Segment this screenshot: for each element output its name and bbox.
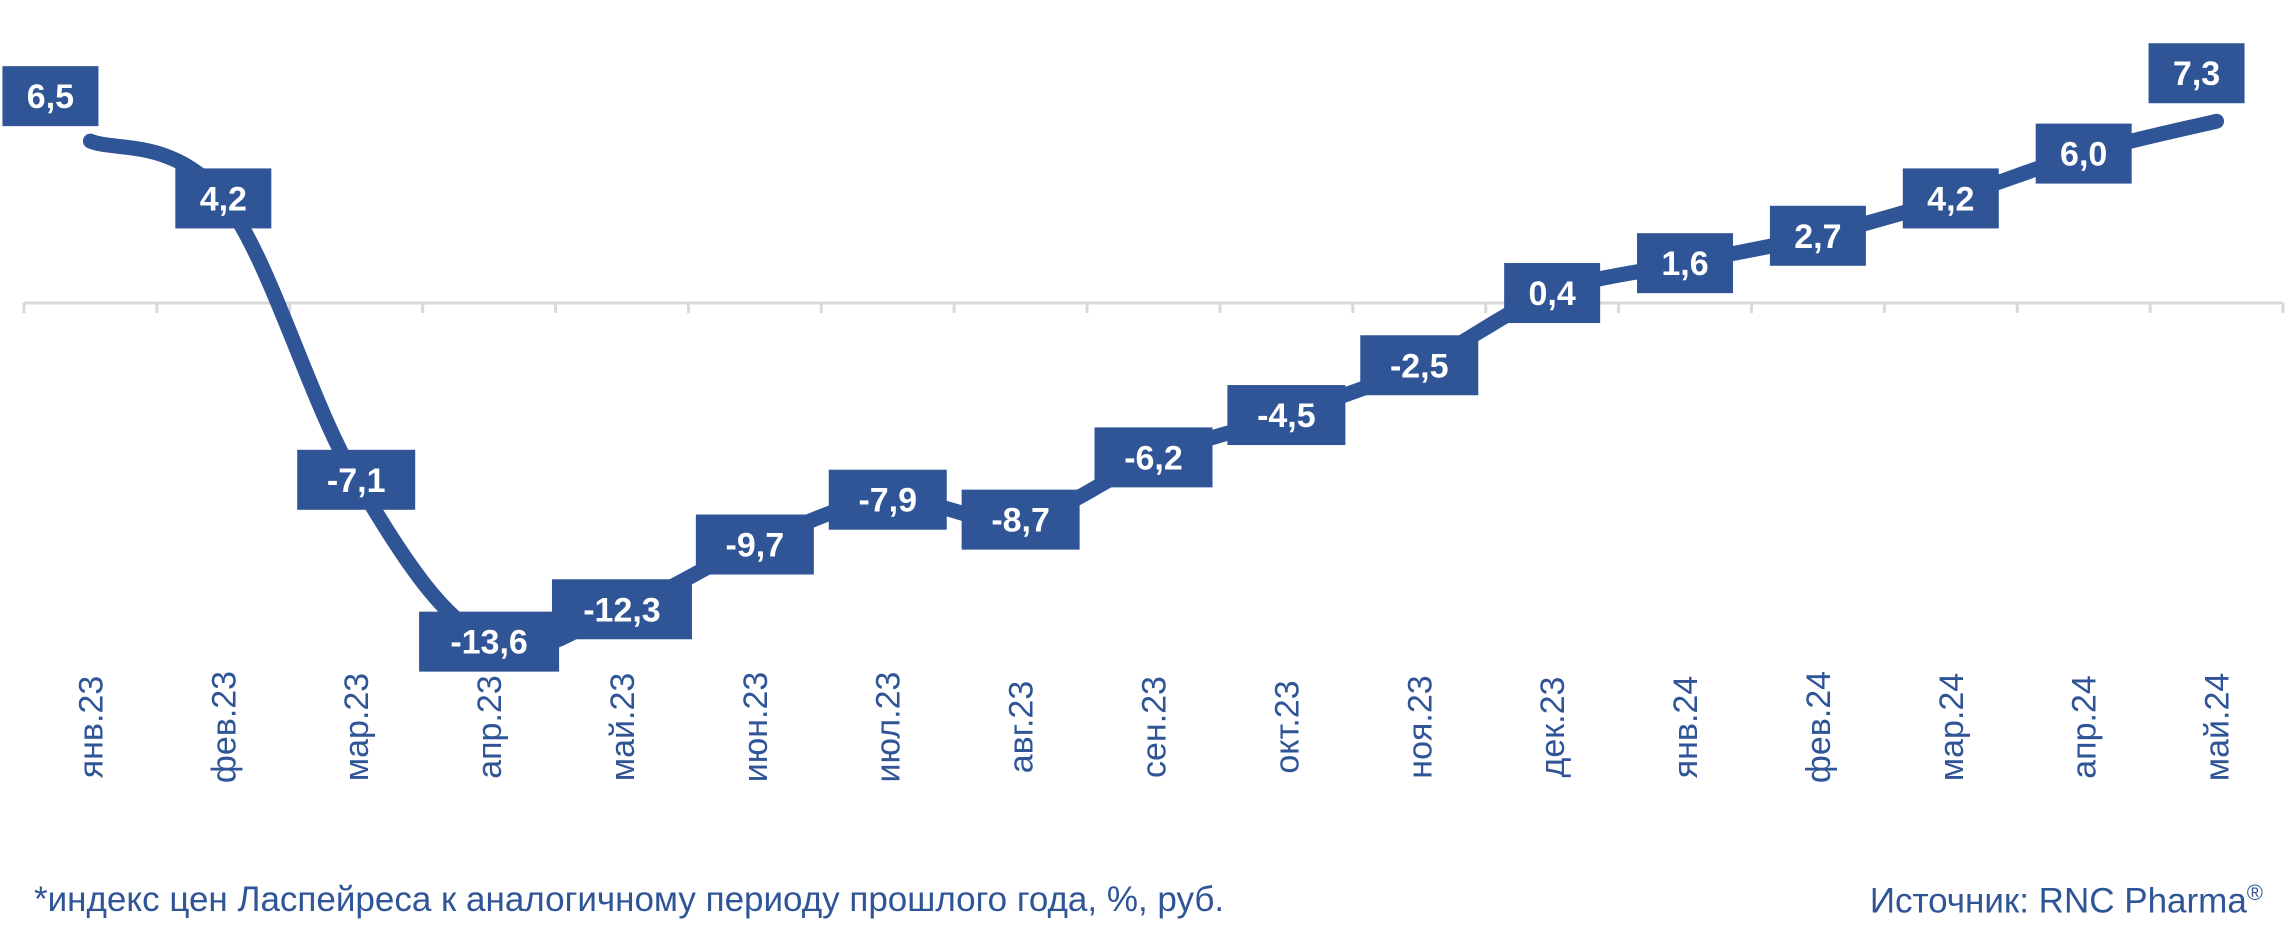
x-tick-label: мар.23 xyxy=(338,673,376,781)
data-label-box xyxy=(695,514,814,575)
data-label-box xyxy=(551,579,692,640)
x-tick-label: сен.23 xyxy=(1136,676,1174,778)
data-label-text: -8,7 xyxy=(991,502,1050,540)
x-tick-label: апр.24 xyxy=(2066,675,2104,779)
data-label-box xyxy=(2035,123,2132,184)
data-label: -6,2 xyxy=(1094,427,1213,488)
data-label-box xyxy=(1902,168,1999,229)
x-tick-label: июл.23 xyxy=(870,672,908,783)
data-label: -13,6 xyxy=(419,611,560,672)
x-tick-label: апр.23 xyxy=(471,675,509,779)
data-label: -2,5 xyxy=(1360,335,1479,396)
data-label-box xyxy=(2,66,99,127)
data-label-text: 7,3 xyxy=(2173,55,2220,93)
data-label-text: -12,3 xyxy=(583,591,661,629)
x-axis xyxy=(22,301,2285,313)
data-label-text: -7,1 xyxy=(327,462,386,500)
data-label-box xyxy=(2148,43,2245,104)
x-tick-label: окт.23 xyxy=(1268,680,1306,773)
data-label: -7,1 xyxy=(297,449,416,510)
x-tick-label: мар.24 xyxy=(1933,673,1971,781)
data-label-text: -4,5 xyxy=(1257,397,1316,435)
data-label: 4,2 xyxy=(175,168,272,229)
x-tick-label: янв.23 xyxy=(72,676,110,779)
footnote: *индекс цен Ласпейреса к аналогичному пе… xyxy=(34,880,1225,919)
data-labels: 6,5 4,2 -7,1 -13,6 -12,3 -9,7 -7,9 -8,7 -6,2 -4,5… xyxy=(2,43,2245,672)
data-label-box xyxy=(1360,335,1479,396)
data-label: -12,3 xyxy=(551,579,692,640)
data-label: -7,9 xyxy=(828,469,947,530)
x-tick-label: дек.23 xyxy=(1534,677,1572,778)
data-label-box xyxy=(1227,385,1346,446)
registered-mark: ® xyxy=(2246,880,2263,905)
data-label: 6,5 xyxy=(2,66,99,127)
x-tick-labels: янв.23 фев.23 мар.23 апр.23 май.23 июн.23 июл.… xyxy=(72,671,2236,783)
x-tick-label: янв.24 xyxy=(1667,676,1705,779)
data-label: 6,0 xyxy=(2035,123,2132,184)
data-label-text: 4,2 xyxy=(200,180,247,218)
data-label-box xyxy=(1504,263,1601,324)
data-label-text: 1,6 xyxy=(1661,245,1708,283)
data-label-text: 4,2 xyxy=(1927,180,1974,218)
x-tick-label: фев.23 xyxy=(205,671,243,783)
series-line xyxy=(82,113,2225,657)
x-tick-label: ноя.23 xyxy=(1401,675,1439,778)
x-tick-label: авг.23 xyxy=(1003,681,1041,774)
data-label: 4,2 xyxy=(1902,168,1999,229)
data-label-box xyxy=(961,489,1080,550)
data-label-text: 0,4 xyxy=(1529,275,1576,313)
data-label-box xyxy=(419,611,560,672)
data-label-box xyxy=(1637,233,1734,294)
x-tick-label: фев.24 xyxy=(1800,671,1838,783)
data-label: 7,3 xyxy=(2148,43,2245,104)
data-label-text: -6,2 xyxy=(1124,439,1183,477)
data-label-box xyxy=(297,449,416,510)
data-label: 0,4 xyxy=(1504,263,1601,324)
data-label-text: -7,9 xyxy=(858,482,917,520)
x-tick-label: июн.23 xyxy=(737,672,775,783)
x-tick-label: май.23 xyxy=(604,673,642,782)
data-label: -4,5 xyxy=(1227,385,1346,446)
data-label-box xyxy=(1094,427,1213,488)
data-label: -9,7 xyxy=(695,514,814,575)
data-label-text: -9,7 xyxy=(726,527,785,565)
data-label: -8,7 xyxy=(961,489,1080,550)
data-label-text: 2,7 xyxy=(1794,218,1841,256)
data-label-box xyxy=(175,168,272,229)
data-label-text: 6,5 xyxy=(27,78,74,116)
source-label: Источник: RNC Pharma xyxy=(1869,881,2247,921)
data-label: 2,7 xyxy=(1769,205,1866,266)
data-label-text: -2,5 xyxy=(1390,347,1449,385)
data-label-text: -13,6 xyxy=(450,624,528,662)
source-note: Источник: RNC Pharma® xyxy=(1870,880,2263,922)
data-label-box xyxy=(828,469,947,530)
data-label-text: 6,0 xyxy=(2060,136,2107,174)
series-line-layer xyxy=(82,113,2225,657)
data-label-box xyxy=(1769,205,1866,266)
x-tick-label: май.24 xyxy=(2199,673,2237,782)
data-label: 1,6 xyxy=(1637,233,1734,294)
